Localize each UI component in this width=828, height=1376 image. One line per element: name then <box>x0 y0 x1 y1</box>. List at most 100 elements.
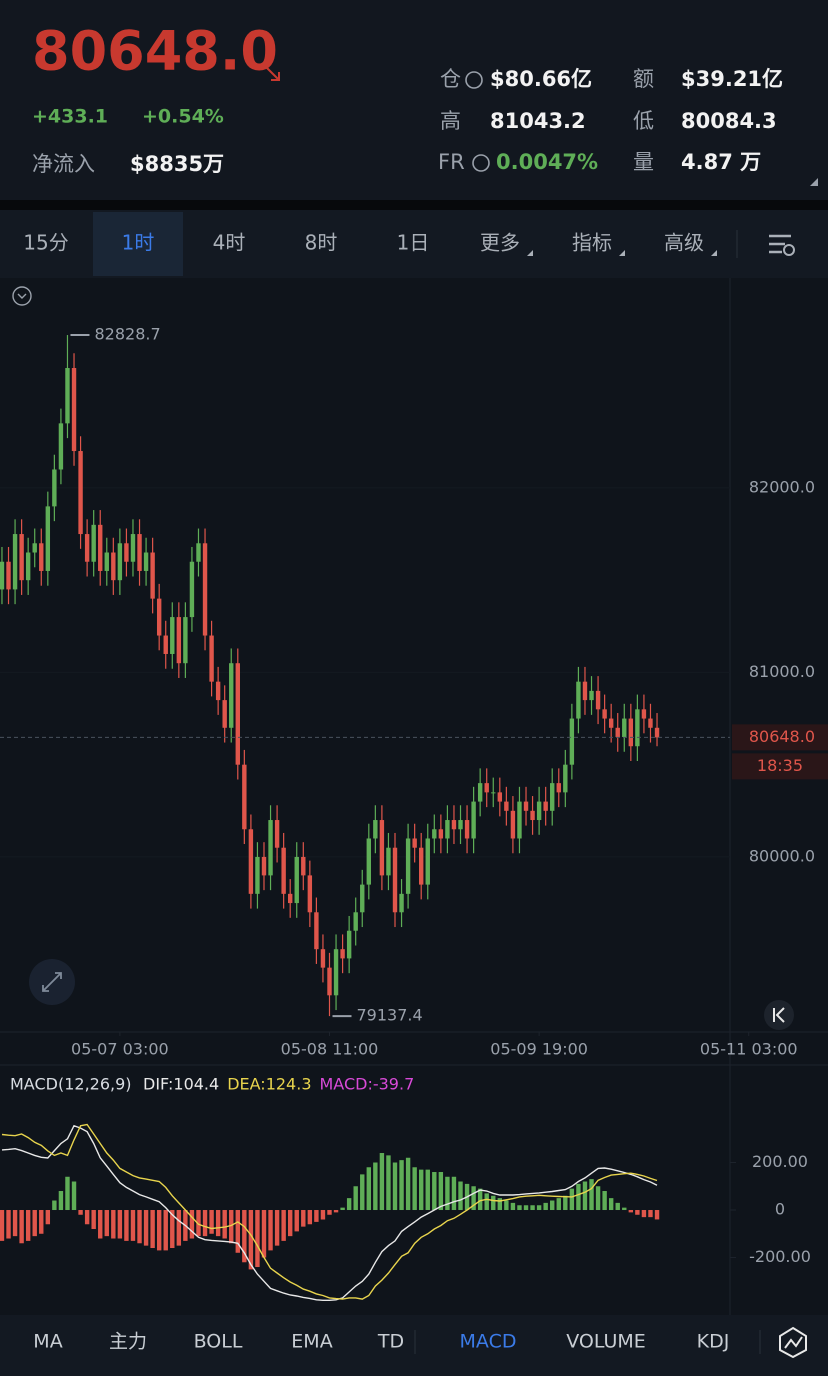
macd-bar <box>84 1210 90 1225</box>
candle-body <box>550 783 555 811</box>
legend-entry: DEA:124.3 <box>227 1075 311 1094</box>
timeframe-tab[interactable]: 4时 <box>213 231 246 255</box>
candle-body <box>150 552 155 599</box>
macd-bar <box>497 1198 503 1211</box>
collapse-icon[interactable] <box>12 286 32 306</box>
candle-body <box>346 930 352 959</box>
macd-bar <box>52 1200 57 1211</box>
candle-body <box>183 617 188 664</box>
macd-bar <box>143 1210 149 1246</box>
candle-body <box>143 552 149 571</box>
candle-body <box>563 764 568 793</box>
info-icon[interactable] <box>472 154 490 172</box>
candle-body <box>622 718 627 738</box>
candle-body <box>589 690 594 701</box>
candle-body <box>510 810 516 839</box>
macd-bar <box>229 1210 234 1244</box>
macd-bar <box>163 1210 168 1251</box>
y-tick-label: 81000.0 <box>749 662 815 681</box>
indicator-tab[interactable]: EMA <box>291 1331 332 1353</box>
macd-bar <box>25 1210 31 1241</box>
macd-bar <box>6 1210 11 1239</box>
candle-body <box>543 801 548 811</box>
candle-body <box>320 949 326 968</box>
indicator-bar-bg <box>0 1315 828 1376</box>
candle-body <box>19 534 24 581</box>
macd-bar <box>360 1174 365 1211</box>
indicator-tab[interactable]: 主力 <box>109 1331 147 1353</box>
candle-body <box>654 727 660 738</box>
macd-bar <box>648 1210 653 1218</box>
macd-line <box>1 1123 658 1300</box>
macd-bar <box>39 1210 44 1234</box>
macd-bar <box>405 1157 411 1211</box>
indicator-tab[interactable]: KDJ <box>697 1331 730 1353</box>
macd-bar <box>255 1210 260 1268</box>
timeframe-tab[interactable]: 更多 <box>480 231 520 255</box>
drawing-tool-icon[interactable] <box>779 1326 807 1359</box>
indicator-tab[interactable]: BOLL <box>194 1331 243 1353</box>
stat-value: 0.0047% <box>496 150 598 174</box>
candle-body <box>399 893 404 913</box>
candle-body <box>209 635 214 682</box>
macd-bar <box>392 1162 398 1211</box>
candle-body <box>156 598 162 636</box>
macd-title: MACD(12,26,9) <box>10 1075 132 1094</box>
info-icon[interactable] <box>465 71 483 89</box>
macd-bar <box>137 1210 142 1244</box>
candle-body <box>137 534 142 571</box>
candle-body <box>307 875 313 913</box>
collapse-chevron <box>17 293 27 299</box>
macd-bar <box>563 1195 568 1211</box>
candle-body <box>314 912 319 950</box>
macd-bar <box>635 1210 640 1215</box>
macd-bar <box>111 1210 116 1239</box>
candle-body <box>222 700 227 728</box>
indicator-tab[interactable]: MA <box>33 1331 62 1353</box>
timeframe-tab[interactable]: 高级 <box>664 231 704 255</box>
candle-body <box>242 764 247 830</box>
candle-body <box>353 912 358 931</box>
macd-bar <box>189 1210 195 1239</box>
macd-bar <box>222 1210 227 1239</box>
candle-body <box>248 829 254 894</box>
timeframe-tab[interactable]: 1日 <box>397 231 430 255</box>
countdown-box <box>732 753 828 780</box>
jump-latest-button[interactable] <box>764 1000 794 1030</box>
macd-bar <box>366 1167 372 1211</box>
macd-bar <box>327 1210 332 1215</box>
macd-bar <box>602 1191 607 1211</box>
macd-bar <box>530 1205 535 1211</box>
macd-bar <box>333 1210 339 1213</box>
macd-bar <box>346 1198 352 1211</box>
macd-bar <box>445 1176 450 1211</box>
timeframe-tab[interactable]: 15分 <box>23 231 68 255</box>
candle-body <box>6 561 11 590</box>
x-tick-label: 05-07 03:00 <box>71 1040 169 1059</box>
macd-bar <box>582 1181 588 1211</box>
macd-bar <box>281 1210 286 1241</box>
macd-bar <box>268 1210 273 1251</box>
macd-bar <box>209 1210 214 1234</box>
indicator-tab[interactable]: TD <box>377 1331 404 1353</box>
legend-entry: MACD:-39.7 <box>320 1075 415 1094</box>
timeframe-tab[interactable]: 1时 <box>122 231 155 255</box>
candle-body <box>111 552 116 581</box>
candle-body <box>130 534 136 562</box>
macd-bar <box>156 1210 162 1251</box>
timeframe-tab[interactable]: 8时 <box>305 231 338 255</box>
indicator-tab[interactable]: MACD <box>460 1331 517 1353</box>
candle-body <box>379 820 385 876</box>
candle-body <box>261 856 267 876</box>
macd-bar <box>438 1172 444 1211</box>
macd-bar <box>170 1210 175 1249</box>
candle-body <box>517 801 522 839</box>
last-price: 80648.0 <box>32 20 278 83</box>
macd-bar <box>65 1176 70 1211</box>
indicator-tab[interactable]: VOLUME <box>566 1331 646 1353</box>
candle-body <box>65 368 70 424</box>
macd-bar <box>543 1202 548 1211</box>
timeframe-tab[interactable]: 指标 <box>572 231 612 255</box>
macd-bar <box>517 1205 522 1211</box>
settings-icon[interactable] <box>769 234 791 254</box>
